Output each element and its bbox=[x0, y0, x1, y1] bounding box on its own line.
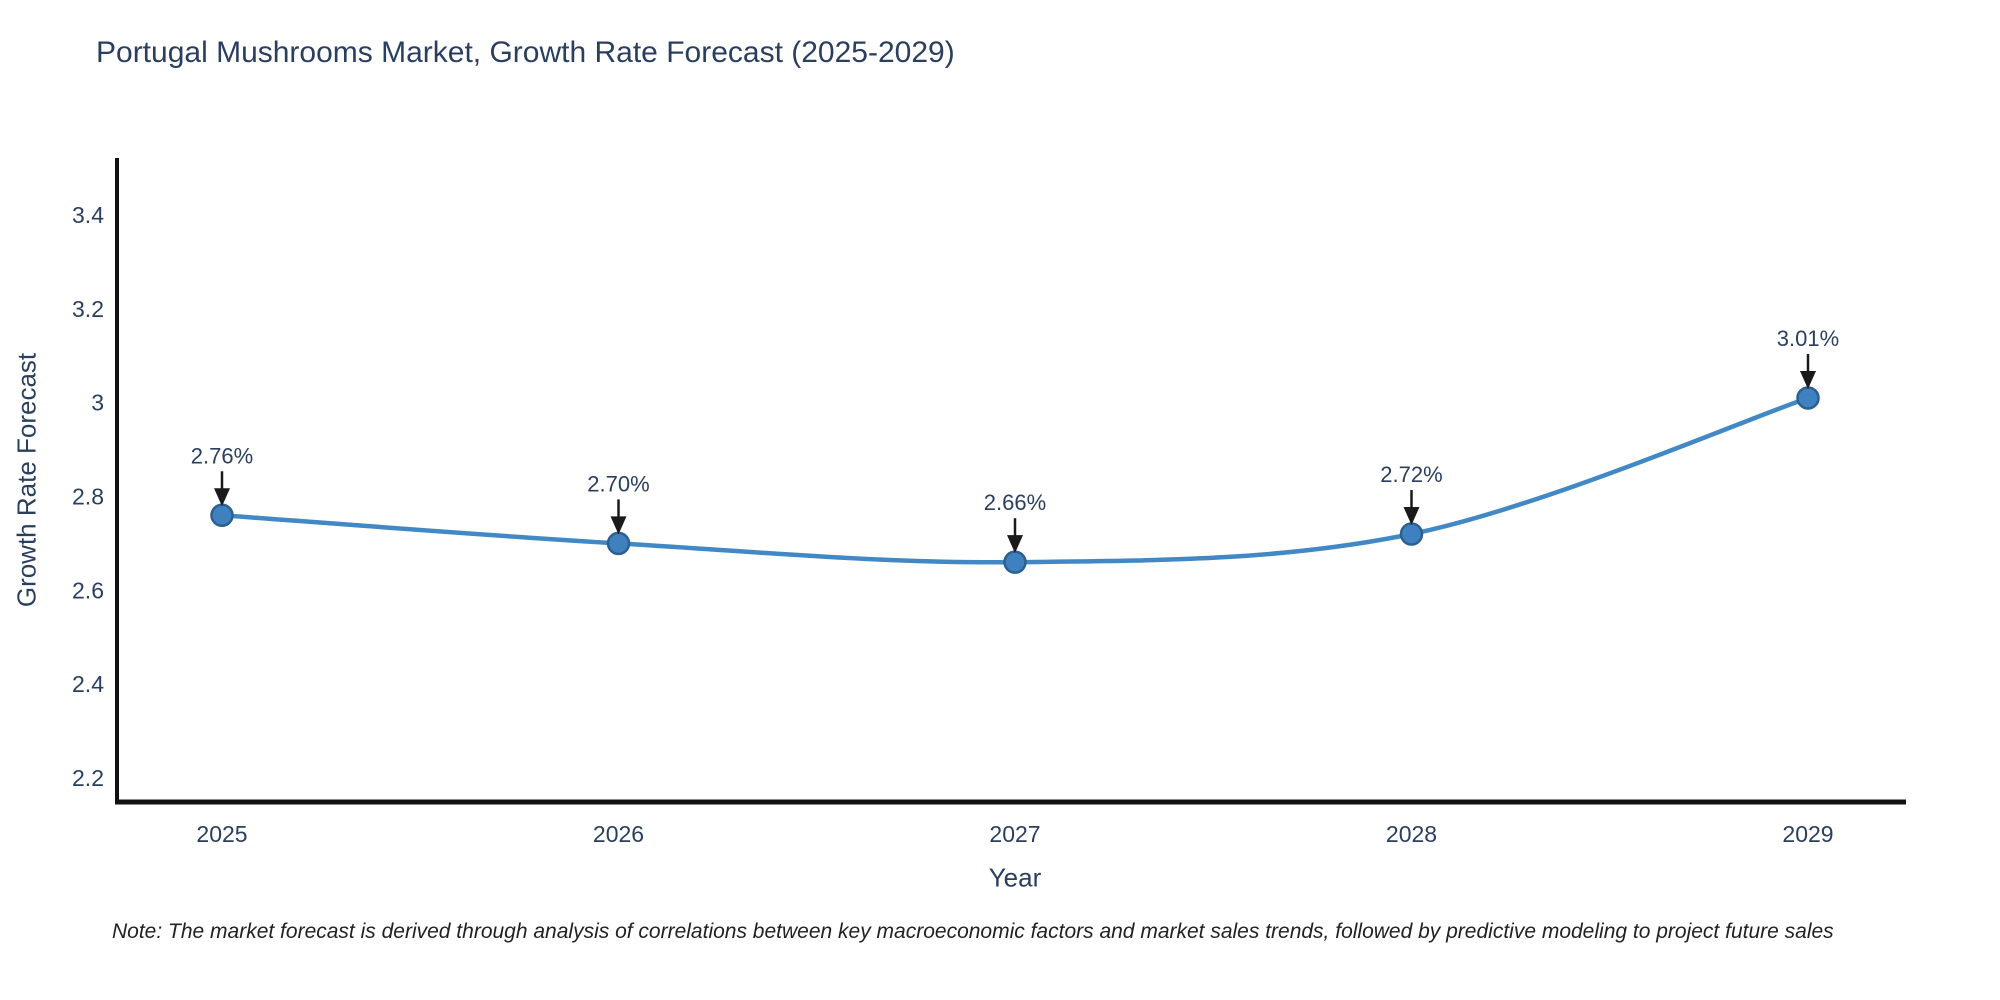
data-point-label: 2.70% bbox=[587, 471, 649, 496]
y-tick-label: 3 bbox=[91, 390, 104, 416]
x-tick-label: 2026 bbox=[593, 821, 644, 847]
footnote: Note: The market forecast is derived thr… bbox=[112, 920, 1834, 943]
data-point-marker[interactable] bbox=[1003, 550, 1027, 574]
annotation-arrowhead-icon bbox=[1800, 370, 1816, 389]
x-tick-label: 2029 bbox=[1782, 821, 1833, 847]
y-tick-label: 2.8 bbox=[72, 484, 104, 510]
data-point-label: 2.76% bbox=[191, 443, 253, 468]
chart-title: Portugal Mushrooms Market, Growth Rate F… bbox=[96, 36, 955, 69]
annotation-arrowhead-icon bbox=[1007, 535, 1023, 554]
x-tick-label: 2028 bbox=[1386, 821, 1437, 847]
data-point-marker[interactable] bbox=[606, 531, 631, 556]
data-point-label: 3.01% bbox=[1777, 326, 1839, 351]
data-point-label: 2.66% bbox=[984, 490, 1046, 515]
y-tick-label: 2.4 bbox=[72, 671, 104, 697]
data-point-marker[interactable] bbox=[210, 503, 234, 528]
x-tick-label: 2025 bbox=[196, 821, 247, 847]
y-tick-label: 2.6 bbox=[72, 577, 104, 603]
annotation-arrowhead-icon bbox=[214, 488, 230, 507]
data-point-label: 2.72% bbox=[1380, 462, 1442, 487]
annotation-arrowhead-icon bbox=[610, 516, 627, 535]
y-tick-label: 3.4 bbox=[72, 202, 104, 228]
annotation-arrowhead-icon bbox=[1403, 507, 1420, 526]
x-tick-label: 2027 bbox=[989, 821, 1040, 847]
y-tick-label: 3.2 bbox=[72, 296, 104, 322]
data-point-marker[interactable] bbox=[1399, 522, 1424, 546]
data-point-marker[interactable] bbox=[1796, 386, 1820, 410]
y-tick-label: 2.2 bbox=[72, 765, 104, 791]
x-axis-title: Year bbox=[988, 862, 1042, 893]
